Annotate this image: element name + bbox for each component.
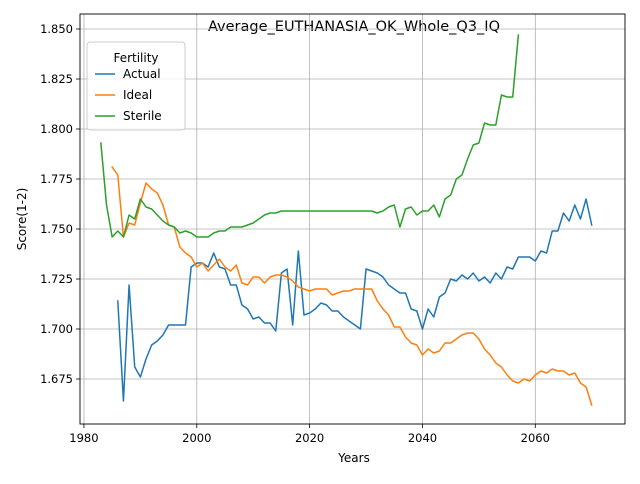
y-tick-label: 1.825 [40, 72, 73, 86]
series-lines [100, 34, 593, 406]
x-tick-label: 2000 [182, 431, 211, 445]
series-line-ideal [111, 165, 593, 406]
legend-label-ideal: Ideal [123, 88, 152, 102]
plot-frame [79, 13, 626, 425]
y-tick-label: 1.750 [40, 222, 73, 236]
x-tick-label: 2020 [295, 431, 324, 445]
chart-title: Average_EUTHANASIA_OK_Whole_Q3_IQ [208, 19, 500, 35]
series-line-actual [117, 198, 593, 402]
y-tick-label: 1.700 [40, 322, 73, 336]
series-line-sterile [100, 34, 520, 238]
x-axis-label: Years [337, 451, 370, 465]
x-tick-label: 2040 [408, 431, 437, 445]
x-tick-label: 1980 [69, 431, 98, 445]
y-axis-label: Score(1-2) [15, 188, 29, 251]
y-tick-label: 1.850 [40, 22, 73, 36]
y-tick-label: 1.800 [40, 122, 73, 136]
y-tick-label: 1.775 [40, 172, 73, 186]
legend-label-sterile: Sterile [123, 109, 162, 123]
axis-ticks: 1980 2000 2020 2040 2060 1.675 1.700 1.725 1.750… [40, 22, 550, 445]
legend-title: Fertility [113, 51, 158, 65]
grid [80, 14, 625, 424]
y-tick-label: 1.675 [40, 372, 73, 386]
legend-entries: Actual Ideal Sterile [95, 67, 162, 123]
legend-label-actual: Actual [123, 67, 161, 81]
legend: Fertility Actual Ideal Sterile [86, 41, 186, 131]
x-tick-label: 2060 [521, 431, 550, 445]
y-tick-label: 1.725 [40, 272, 73, 286]
legend-box [86, 41, 186, 131]
